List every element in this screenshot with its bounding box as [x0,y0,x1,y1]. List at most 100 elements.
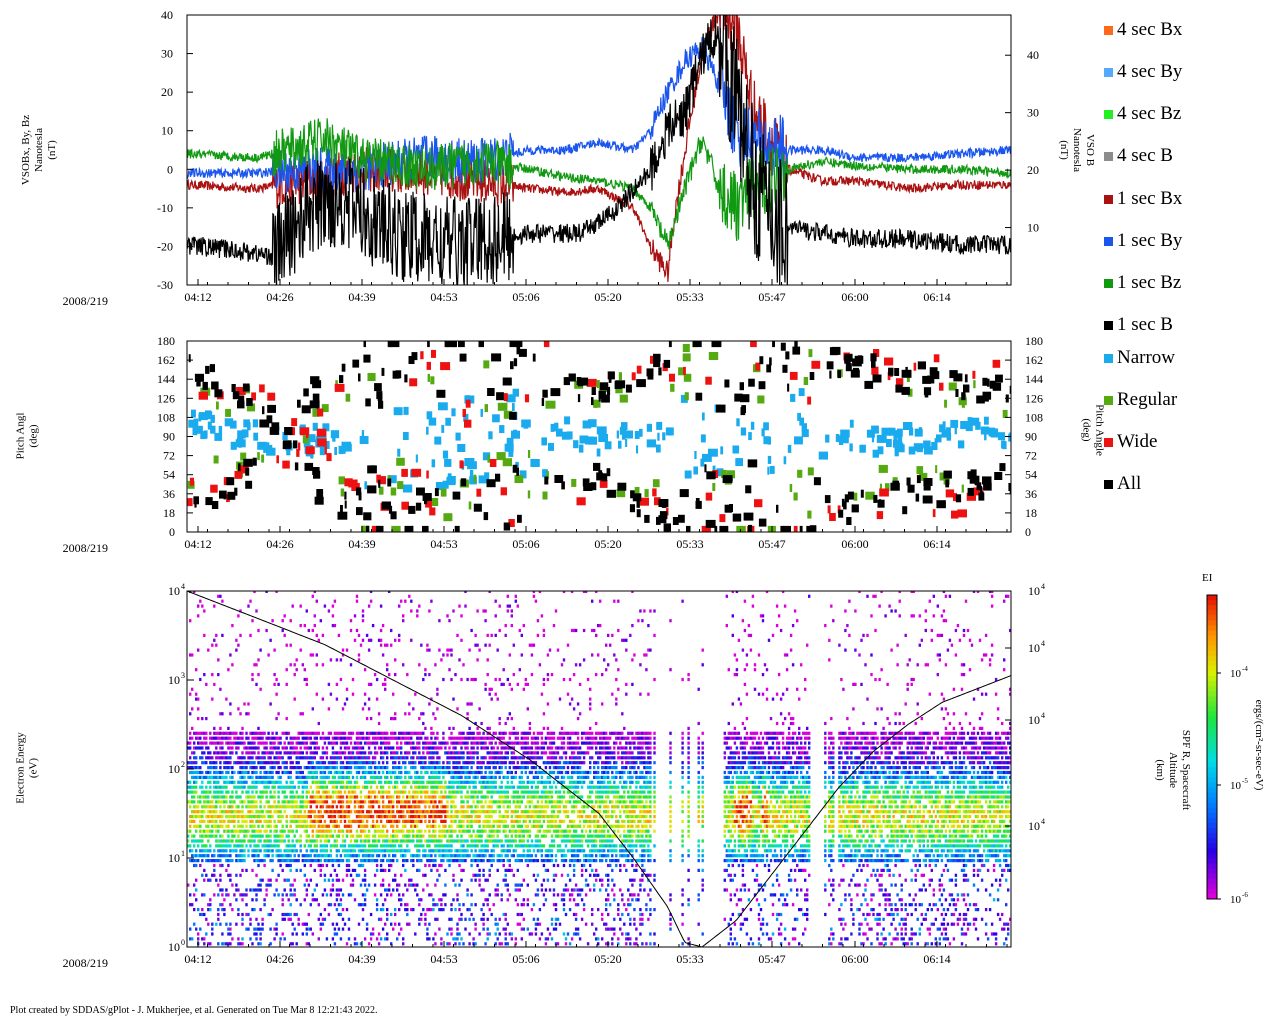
spectrogram-cell [195,878,198,882]
pa-mark-wide [939,382,944,391]
spectrogram-cell [371,927,375,931]
pa-mark-all [704,464,707,473]
spectrogram-cell [199,741,202,745]
spectrogram-cell [227,859,230,863]
spectrogram-cell [331,810,335,814]
spectrogram-cell [283,741,286,745]
spectrogram-cell [353,868,357,872]
spectrogram-cell [335,805,339,809]
spectrogram-cell [259,942,262,946]
spectrogram-cell [223,761,226,765]
spectrogram-cell [442,731,445,735]
spectrogram-cell [279,775,282,779]
spectrogram-cell [478,770,481,775]
spectrogram-cell [373,731,377,735]
spectrogram-cell [263,898,266,902]
spectrogram-cell [279,810,282,814]
spectrogram-cell [373,800,377,804]
spectrogram-cell [384,780,387,784]
spectrogram-cell [396,849,399,853]
pa-mark-all [1009,486,1011,495]
pa-mark-narrow [415,454,418,463]
panel1-ylabel-line: (nT) [46,140,58,160]
spectrogram-cell [279,859,282,863]
spectrogram-cell [381,903,385,907]
spectrogram-cell [438,785,441,789]
spectrogram-cell [418,736,421,740]
spectrogram-cell [259,741,262,745]
spectrogram-cell [349,619,353,623]
spectrogram-cell [319,912,322,917]
spectrogram-cell [390,810,393,814]
spectrogram-cell [285,668,288,672]
spectrogram-cell [375,810,379,814]
spectrogram-cell [398,761,401,765]
spectrogram-cell [189,736,192,740]
spectrogram-cell [221,756,224,760]
spectrogram-cell [462,741,465,745]
spectrogram-cell [321,805,325,809]
spectrogram-cell [309,736,312,740]
spectrogram-cell [450,932,453,936]
spectrogram-cell [424,829,427,833]
spectrogram-cell [349,854,353,858]
spectrogram-cell [386,839,389,843]
spectrogram-cell [257,854,260,858]
spectrogram-cell [269,849,272,853]
spectrogram-cell [446,741,449,745]
pa-mark-wide [639,497,649,506]
spectrogram-cell [458,756,461,760]
spectrogram-cell [281,868,284,872]
pa-mark-narrow [665,427,674,436]
spectrogram-cell [189,731,192,735]
spectrogram-cell [241,766,244,770]
pa-mark-wide [652,488,657,497]
spectrogram-cell [396,795,399,799]
pa-mark-narrow [712,465,716,474]
spectrogram-cell [458,849,461,853]
spectrogram-cell [464,785,467,789]
spectrogram-cell [205,746,208,750]
spectrogram-cell [458,942,461,946]
spectrogram-cell [321,633,325,637]
spectrogram-cell [442,795,445,799]
pa-mark-narrow [312,422,318,431]
spectrogram-cell [305,849,308,853]
pa-mark-regular [939,472,947,481]
spectrogram-cell [263,815,266,819]
spectrogram-cell [219,810,222,814]
spectrogram-cell [301,805,304,809]
spectrogram-cell [315,790,318,794]
spectrogram-cell [339,800,343,804]
spectrogram-cell [225,849,228,853]
spectrogram-cell [349,839,353,843]
spectrogram-cell [351,849,355,853]
spectrogram-cell [369,766,373,770]
spectrogram-cell [398,736,401,740]
spectrogram-cell [432,839,435,843]
spectrogram-cell [400,873,403,877]
spectrogram-cell [404,908,407,912]
spectrogram-cell [295,736,298,740]
spectrogram-cell [363,868,367,872]
spectrogram-cell [275,692,278,696]
spectrogram-cell [406,795,409,799]
spectrogram-cell [299,800,302,804]
spectrogram-cell [293,663,296,667]
spectrogram-cell [482,810,485,814]
spectrogram-cell [394,766,397,770]
spectrogram-cell [207,824,210,828]
spectrogram-cell [379,741,383,745]
pa-mark-narrow [451,408,456,417]
spectrogram-cell [394,775,397,779]
spectrogram-cell [472,810,475,814]
spectrogram-cell [229,731,232,735]
spectrogram-cell [207,805,210,809]
spectrogram-cell [279,780,282,784]
spectrogram-cell [213,741,216,745]
spectrogram-cell [255,780,258,784]
spectrogram-cell [269,878,272,882]
spectrogram-cell [392,849,395,853]
pa-mark-narrow [210,414,215,423]
spectrogram-cell [231,834,234,838]
